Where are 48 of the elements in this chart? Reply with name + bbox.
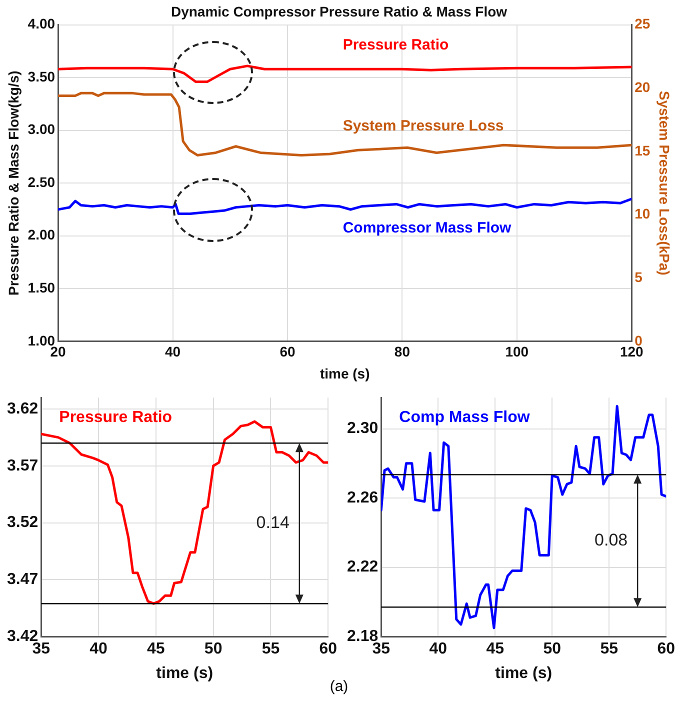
x-axis-title: time (s) <box>495 664 552 682</box>
series-label: System Pressure Loss <box>342 117 504 134</box>
y-tick-label: 3.57 <box>7 457 38 474</box>
y2-tick-label: 5 <box>634 268 643 285</box>
series-label: Pressure Ratio <box>59 409 172 426</box>
series-label: Compressor Mass Flow <box>342 219 512 236</box>
x-axis-title: time (s) <box>320 365 370 382</box>
x-tick-label: 40 <box>429 640 448 658</box>
series-label: Pressure Ratio <box>342 36 449 54</box>
x-tick-label: 55 <box>262 640 280 658</box>
annotation: 0.08 <box>594 530 628 550</box>
y2-axis-title: System Pressure Loss(kPa) <box>656 90 673 276</box>
y-tick-label: 2.30 <box>347 420 378 438</box>
y-tick-label: 3.47 <box>7 571 38 588</box>
y-axis-title: Pressure Ratio & Mass Flow(kg/s) <box>5 70 22 296</box>
y-tick-label: 2.22 <box>347 558 378 576</box>
x-tick-label: 45 <box>486 640 504 658</box>
y-tick-label: 1.50 <box>28 279 56 296</box>
x-tick-label: 60 <box>280 344 296 360</box>
text: (a) <box>330 678 348 695</box>
y-tick-label: 4.00 <box>28 16 56 32</box>
x-tick-label: 60 <box>657 640 676 658</box>
x-tick-label: 40 <box>164 344 181 360</box>
y2-tick-label: 0 <box>634 332 643 348</box>
y-tick-label: 3.52 <box>7 514 38 532</box>
x-tick-label: 60 <box>319 640 338 658</box>
x-tick-label: 50 <box>204 640 222 658</box>
x-tick-label: 40 <box>90 640 108 658</box>
x-tick-label: 50 <box>543 640 562 658</box>
y-tick-label: 1.00 <box>28 332 56 348</box>
x-tick-label: 45 <box>147 640 165 658</box>
y-tick-label: 3.62 <box>7 400 38 418</box>
y-tick-label: 2.50 <box>28 174 56 190</box>
y2-tick-label: 10 <box>634 206 650 222</box>
chart-title: Dynamic Compressor Pressure Ratio & Mass Flow <box>170 3 508 20</box>
x-tick-label: 80 <box>394 344 410 360</box>
x-tick-label: 55 <box>600 640 618 658</box>
y2-tick-label: 25 <box>634 16 650 32</box>
y2-tick-label: 20 <box>634 78 650 95</box>
annotation: 0.14 <box>256 513 290 532</box>
x-tick-label: 100 <box>505 344 529 360</box>
y-tick-label: 3.50 <box>28 68 56 84</box>
x-axis-title: time (s) <box>156 664 214 682</box>
y-tick-label: 2.00 <box>28 226 56 243</box>
text: Comp Mass Flow <box>399 409 530 426</box>
y-tick-label: 2.26 <box>347 489 378 506</box>
y2-tick-label: 15 <box>634 142 650 158</box>
y-tick-label: 3.00 <box>28 121 56 138</box>
